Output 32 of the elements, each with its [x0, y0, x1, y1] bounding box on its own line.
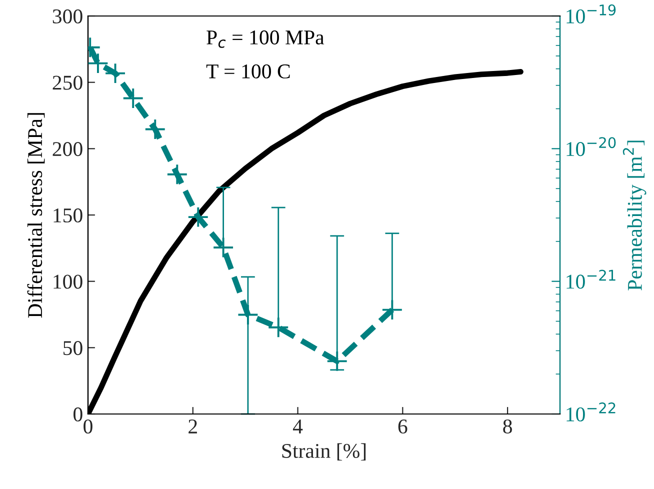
y-tick-label: 150	[54, 208, 82, 222]
x-tick-label: 4	[292, 420, 303, 434]
point	[88, 52, 109, 74]
y-tick-label: 100	[54, 274, 82, 289]
y2-tick-label: 10$^{−20}$	[566, 137, 616, 156]
y-tick-label: 0	[74, 407, 82, 422]
point	[326, 350, 348, 372]
x-axis-title: Strain [%]	[282, 443, 366, 461]
point	[212, 236, 234, 258]
point	[268, 316, 290, 338]
y-tick-label: 300	[52, 9, 82, 24]
point	[187, 206, 209, 228]
y-tick-label: 200	[52, 142, 82, 156]
y2-tick-label: 10$^{−19}$	[566, 4, 616, 24]
y2-tick-label: 10$^{−21}$	[566, 270, 616, 289]
point	[237, 304, 259, 326]
x-tick-label: 2	[188, 420, 197, 434]
x-tick-label: 6	[398, 420, 408, 434]
point	[381, 299, 403, 321]
y-tick-label: 50	[64, 341, 82, 356]
y2-axis-title: Permeability [m$^{2}$]	[622, 140, 646, 290]
point	[104, 62, 126, 84]
point	[144, 118, 166, 140]
x-tick-label: 0	[84, 419, 92, 434]
point	[122, 88, 144, 109]
annotation: T = 100 C	[206, 64, 290, 78]
y-axis-title: Differential stress [MPa]	[27, 113, 45, 318]
annotation: P$_{c}$ = 100 MPa	[206, 30, 324, 48]
x-tick-label: 8	[503, 419, 512, 434]
y-tick-label: 250	[52, 76, 82, 90]
y2-tick-label: 10$^{−22}$	[566, 402, 616, 422]
point	[166, 164, 188, 186]
